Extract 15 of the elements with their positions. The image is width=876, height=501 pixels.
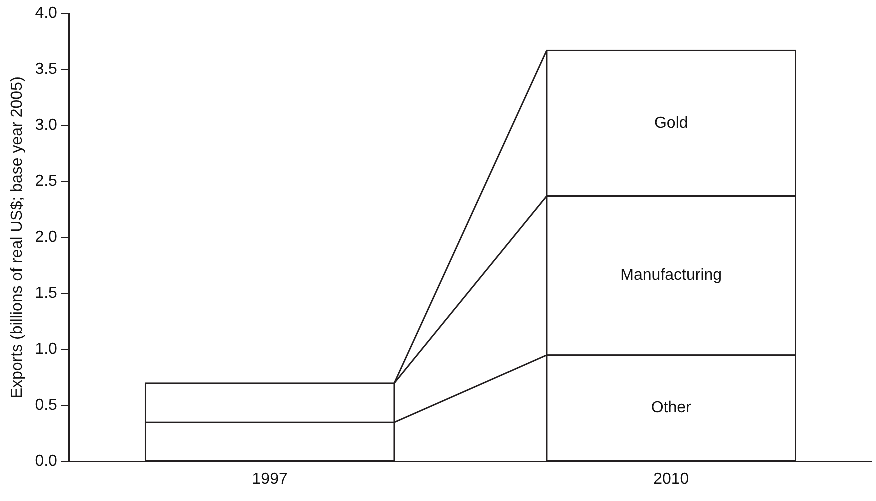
- y-tick-label: 2.5: [35, 173, 58, 190]
- x-tick-label: 2010: [654, 470, 690, 488]
- y-tick-label: 1.0: [35, 341, 58, 358]
- y-axis-title: Exports (billions of real US$; base year 2005): [9, 76, 26, 399]
- y-tick-label: 2.0: [35, 229, 58, 246]
- series-label: Manufacturing: [620, 267, 722, 284]
- y-tick-label: 1.5: [35, 285, 58, 302]
- y-tick-label: 3.5: [35, 61, 58, 78]
- x-tick-label: 1997: [252, 470, 288, 488]
- y-tick-label: 3.0: [35, 117, 58, 134]
- y-tick-label: 0.0: [35, 453, 58, 470]
- y-tick-label: 0.5: [35, 397, 58, 414]
- series-label: Other: [651, 400, 692, 417]
- series-label: Gold: [654, 114, 688, 132]
- y-tick-label: 4.0: [35, 5, 58, 22]
